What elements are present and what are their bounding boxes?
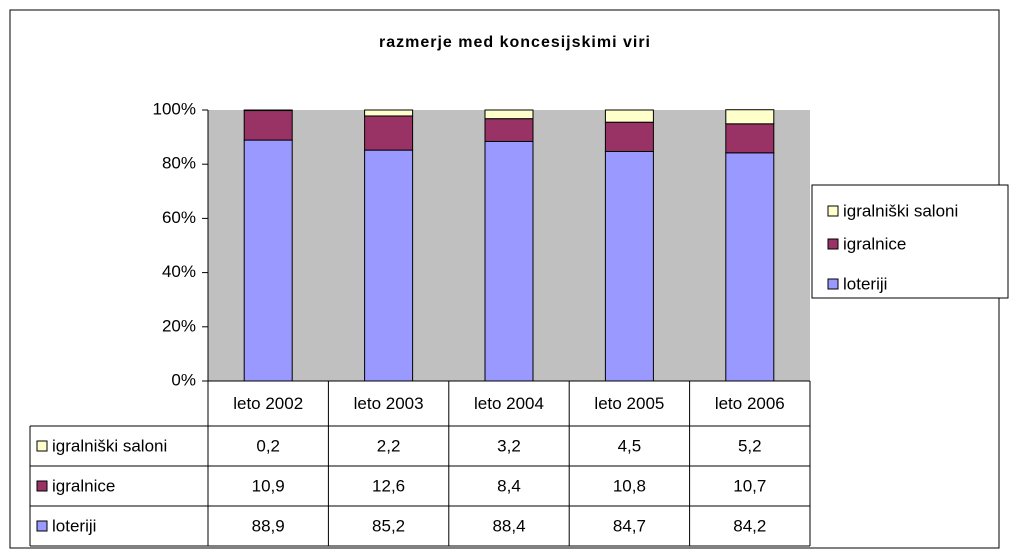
table-row-label: igralnice — [52, 476, 115, 495]
bar-segment — [725, 109, 775, 125]
table-value: 10,9 — [252, 476, 285, 495]
legend-key — [827, 238, 839, 250]
bar-segment — [484, 109, 534, 120]
table-value: 84,7 — [613, 516, 646, 535]
table-value: 85,2 — [372, 516, 405, 535]
table-value: 12,6 — [372, 476, 405, 495]
bar-segment — [484, 118, 534, 142]
table-value: 10,7 — [733, 476, 766, 495]
y-tick-label: 100% — [153, 99, 196, 118]
bar-segment — [604, 150, 654, 382]
bar-segment — [243, 139, 293, 382]
bar-segment — [364, 149, 414, 382]
x-tick-label: leto 2005 — [594, 394, 664, 413]
table-legend-key — [36, 480, 48, 492]
table-legend-key — [36, 520, 48, 532]
x-tick-label: leto 2003 — [354, 394, 424, 413]
legend-key — [827, 205, 839, 217]
table-value: 10,8 — [613, 476, 646, 495]
bar-segment — [604, 121, 654, 152]
legend-label: igralniški saloni — [843, 201, 958, 220]
table-value: 84,2 — [733, 516, 766, 535]
table-value: 3,2 — [497, 436, 521, 455]
table-row-label: igralniški saloni — [52, 436, 167, 455]
bar-segment — [484, 140, 534, 382]
chart-title: razmerje med koncesijskimi viri — [379, 34, 651, 51]
bar-segment — [243, 109, 293, 112]
legend-label: igralnice — [843, 234, 906, 253]
legend-box — [811, 184, 1009, 299]
y-tick-label: 40% — [162, 262, 196, 281]
x-tick-label: leto 2004 — [474, 394, 544, 413]
bar-segment — [364, 115, 414, 151]
table-value: 4,5 — [618, 436, 642, 455]
table-value: 5,2 — [738, 436, 762, 455]
x-tick-label: leto 2002 — [233, 394, 303, 413]
bar-segment — [243, 110, 293, 141]
y-tick-label: 60% — [162, 208, 196, 227]
bar-segment — [364, 109, 414, 117]
bar-segment — [725, 123, 775, 154]
table-row-label: loteriji — [52, 516, 96, 535]
y-tick-label: 20% — [162, 316, 196, 335]
y-tick-label: 0% — [171, 370, 196, 389]
x-tick-label: leto 2006 — [715, 394, 785, 413]
bar-segment — [604, 109, 654, 123]
table-value: 0,2 — [256, 436, 280, 455]
y-tick-label: 80% — [162, 154, 196, 173]
legend-label: loteriji — [843, 274, 887, 293]
table-value: 2,2 — [377, 436, 401, 455]
bar-segment — [725, 152, 775, 382]
table-value: 88,4 — [492, 516, 525, 535]
table-value: 8,4 — [497, 476, 521, 495]
legend-key — [827, 278, 839, 290]
table-value: 88,9 — [252, 516, 285, 535]
table-legend-key — [36, 440, 48, 452]
